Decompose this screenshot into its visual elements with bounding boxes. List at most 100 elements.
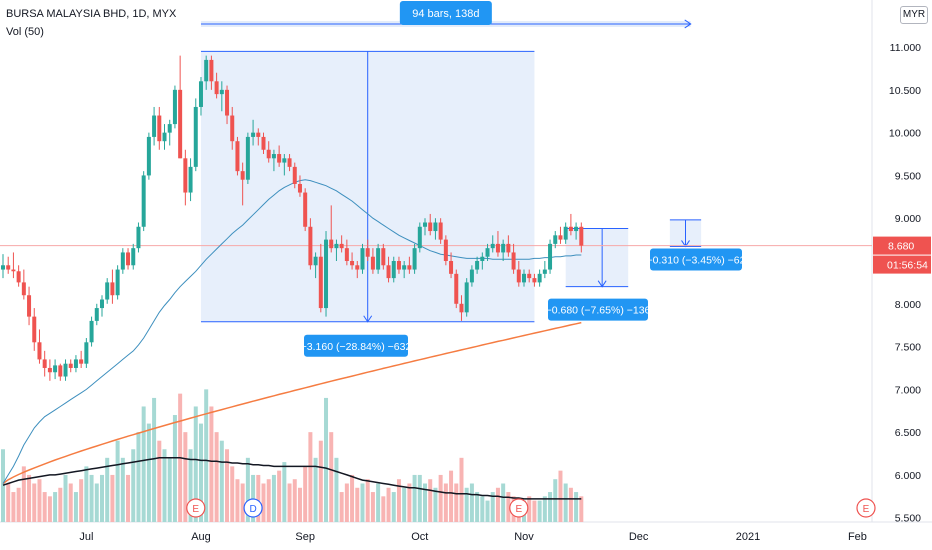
- volume-bar: [183, 432, 188, 522]
- volume-bar: [360, 483, 365, 522]
- candle-body: [537, 273, 542, 283]
- candle-body: [449, 261, 454, 274]
- candle-body: [297, 183, 302, 193]
- volume-bar: [365, 479, 370, 522]
- candle-body: [334, 243, 339, 249]
- volume-bar: [344, 483, 349, 522]
- volume-bar: [16, 487, 21, 522]
- volume-bar: [21, 466, 26, 522]
- volume-bar: [266, 479, 271, 522]
- volume-bar: [110, 474, 115, 522]
- volume-bar: [542, 496, 547, 522]
- event-marker: [186, 498, 206, 518]
- candle-body: [115, 269, 120, 296]
- candle-body: [469, 269, 474, 283]
- candle-body: [464, 282, 469, 313]
- volume-bar: [407, 483, 412, 522]
- volume-bar: [355, 487, 360, 522]
- candle-body: [428, 222, 433, 232]
- candle-body: [407, 265, 412, 270]
- bars-measure-label: 94 bars, 138d: [412, 8, 479, 20]
- moving-average-50-line: [2, 179, 582, 484]
- volume-bar: [47, 496, 52, 522]
- candle-body: [396, 261, 401, 270]
- volume-bar: [527, 496, 532, 522]
- volume-bar: [6, 483, 11, 522]
- volume-bar: [480, 496, 485, 522]
- volume-bar: [303, 466, 308, 522]
- candle-body: [183, 158, 188, 193]
- price-tick-label: 8.000: [895, 299, 921, 311]
- price-tick-label: 11.000: [890, 42, 921, 54]
- volume-bar: [292, 479, 297, 522]
- volume-bar: [287, 483, 292, 522]
- volume-bar: [391, 492, 396, 522]
- time-tick-label: Feb: [848, 531, 867, 543]
- volume-bar: [105, 457, 110, 522]
- volume-bar: [386, 487, 391, 522]
- price-tick-label: 6.500: [895, 427, 921, 439]
- volume-bar: [381, 496, 386, 522]
- candle-body: [188, 166, 193, 193]
- candle-body: [370, 256, 375, 270]
- event-marker-letter: E: [863, 504, 870, 515]
- volume-bar: [574, 492, 579, 522]
- volume-bar: [11, 492, 16, 522]
- candle-body: [423, 222, 428, 227]
- candle-body: [386, 265, 391, 279]
- symbol-title: BURSA MALAYSIA BHD, 1D, MYX: [6, 8, 177, 20]
- candle-body: [324, 239, 329, 309]
- price-tick-label: 10.500: [889, 85, 921, 97]
- candle-body: [110, 282, 115, 296]
- volume-bar: [188, 449, 193, 522]
- currency-badge[interactable]: MYR: [900, 6, 928, 24]
- time-tick-label: Sep: [295, 531, 315, 543]
- candle-body: [558, 235, 563, 240]
- candle-body: [485, 248, 490, 257]
- volume-bar: [350, 474, 355, 522]
- candle-body: [240, 171, 245, 180]
- measure-arrow-head: [363, 315, 373, 323]
- candle-body: [99, 299, 104, 309]
- measure-range-label-bg: [548, 298, 648, 321]
- volume-bar: [490, 492, 495, 522]
- price-axis: [872, 0, 932, 550]
- candle-body: [1, 265, 5, 270]
- candle-body: [433, 222, 438, 232]
- candle-body: [516, 269, 521, 283]
- candle-body: [16, 271, 21, 283]
- volume-bar: [68, 483, 73, 522]
- volume-bar: [324, 397, 329, 522]
- volume-bar: [485, 500, 490, 522]
- candle-body: [37, 342, 42, 360]
- volume-bar: [193, 406, 198, 522]
- candle-body: [329, 239, 334, 249]
- countdown-label: 01:56:54: [887, 260, 928, 272]
- candle-body: [79, 359, 84, 364]
- volume-bar: [84, 466, 89, 522]
- event-marker: [509, 498, 529, 518]
- candle-body: [376, 248, 381, 270]
- last-price-badge: [873, 236, 931, 255]
- candle-body: [47, 367, 52, 373]
- price-tick-label: 9.500: [895, 170, 921, 182]
- volume-bar: [225, 449, 230, 522]
- volume-bar: [433, 487, 438, 522]
- candle-body: [350, 261, 355, 266]
- volume-bar: [172, 415, 177, 522]
- volume-bar: [443, 483, 448, 522]
- candle-body: [178, 89, 183, 159]
- volume-bar: [417, 474, 422, 522]
- candle-body: [251, 132, 256, 137]
- volume-bar: [464, 487, 469, 522]
- candle-body: [73, 359, 78, 368]
- candle-body: [506, 243, 511, 253]
- volume-bar: [152, 397, 157, 522]
- volume-bar: [162, 449, 167, 522]
- measure-range-label: −0.680 (−7.65%) −136: [546, 305, 651, 317]
- volume-bar: [459, 457, 464, 522]
- candle-body: [402, 265, 407, 270]
- volume-bar: [136, 432, 141, 522]
- volume-bar: [438, 474, 443, 522]
